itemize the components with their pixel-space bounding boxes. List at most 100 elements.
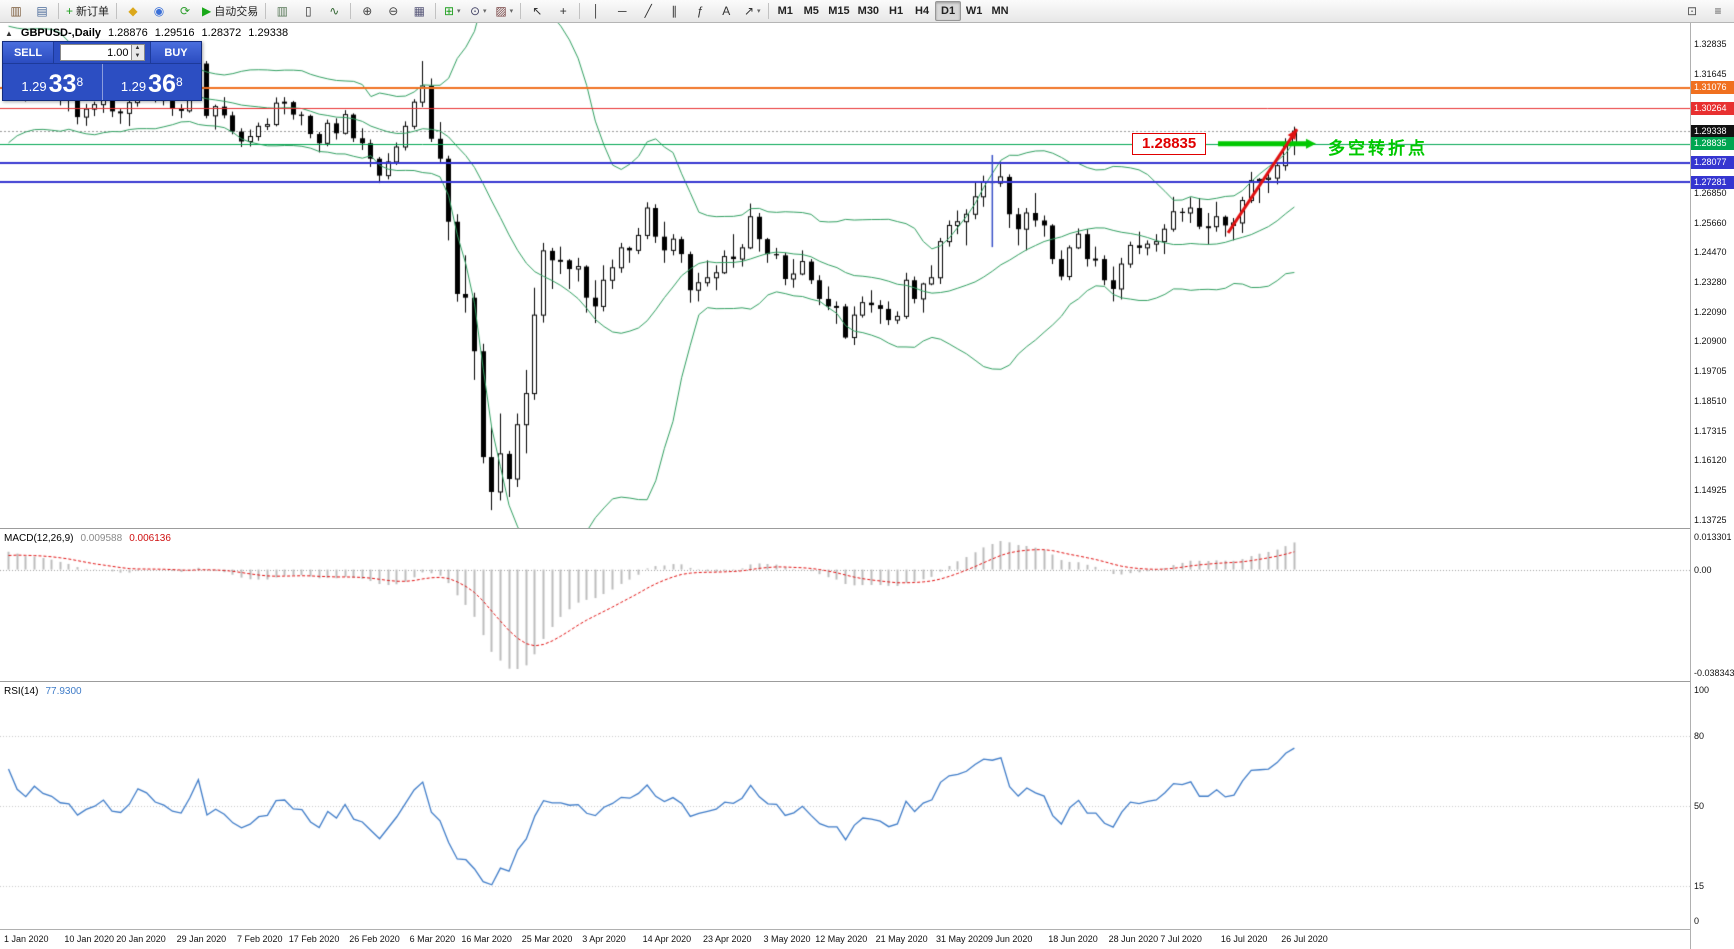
- cursor-tool-icon: ↖: [532, 4, 543, 18]
- date-tick-label: 23 Apr 2020: [703, 934, 752, 944]
- timeframe-m30[interactable]: M30: [854, 1, 883, 21]
- price-tick-label: 1.25660: [1694, 217, 1727, 228]
- horizontal-line-tool-icon[interactable]: ─: [609, 1, 635, 21]
- sell-price-button[interactable]: 1.29 33 8: [3, 64, 103, 100]
- data-window-icon[interactable]: ◉: [146, 1, 172, 21]
- sell-button[interactable]: SELL: [3, 42, 54, 63]
- trend-turning-point-note[interactable]: 多空转折点: [1328, 138, 1428, 158]
- panel-divider-rsi[interactable]: [0, 681, 1734, 682]
- date-tick-label: 20 Jan 2020: [116, 934, 166, 944]
- autotrading-button[interactable]: ▶ 自动交易: [198, 1, 262, 21]
- vertical-line-tool-icon: │: [592, 4, 601, 18]
- date-tick-label: 25 Mar 2020: [521, 934, 573, 944]
- timeframe-m15[interactable]: M15: [824, 1, 853, 21]
- periods-menu-icon[interactable]: ⊙ ▾: [465, 1, 491, 21]
- toolbar-separator: [116, 3, 118, 19]
- timeframe-w1-label: W1: [965, 5, 983, 17]
- candlestick-chart-type-icon: ▯: [304, 4, 312, 18]
- new-chart-icon[interactable]: ▥: [3, 1, 29, 21]
- volume-input[interactable]: [59, 44, 132, 61]
- toolbar-separator: [768, 3, 770, 19]
- autotrading-icon: ▶: [202, 4, 212, 18]
- buy-price-button[interactable]: 1.29 36 8: [103, 64, 202, 100]
- date-tick-label: 1 Jan 2020: [4, 934, 49, 944]
- quick-search-icon[interactable]: ⊡: [1679, 1, 1705, 21]
- price-scale-column[interactable]: 1.32835 1.31645 1.26850 1.25660 1.24470 1.232…: [1690, 22, 1734, 949]
- fibonacci-tool-icon: ƒ: [696, 4, 704, 18]
- new-chart-icon: ▥: [10, 4, 22, 18]
- macd-signal-value: 0.006136: [129, 533, 171, 544]
- buy-button[interactable]: BUY: [150, 42, 201, 63]
- timeframe-m5[interactable]: M5: [798, 1, 824, 21]
- timeframe-m15-label: M15: [828, 5, 850, 17]
- volume-spinner: ▲ ▼: [131, 44, 145, 61]
- price-tick-label: 1.23280: [1694, 277, 1727, 287]
- chart-ohlc-header: ▲ GBPUSD-,Daily 1.28876 1.29516 1.28372 …: [5, 27, 288, 39]
- timeframe-w1[interactable]: W1: [961, 1, 987, 21]
- date-tick-label: 16 Mar 2020: [461, 934, 512, 944]
- timeframe-d1[interactable]: D1: [935, 1, 962, 21]
- line-chart-type-icon[interactable]: ∿: [321, 1, 347, 21]
- sell-price-pips: 33: [48, 70, 77, 98]
- channel-tool-icon[interactable]: ∥: [661, 1, 687, 21]
- rsi-scale-label: 15: [1694, 881, 1705, 892]
- bar-chart-type-icon[interactable]: ▥: [269, 1, 295, 21]
- volume-decrease-button[interactable]: ▼: [134, 52, 141, 59]
- zoom-out-icon[interactable]: ⊖: [380, 1, 406, 21]
- toolbar-separator: [58, 3, 59, 19]
- tile-windows-icon[interactable]: ▦: [406, 1, 432, 21]
- timeframe-h4[interactable]: H4: [909, 1, 935, 21]
- chart-window: 1 Jan 2020 10 Jan 2020 20 Jan 2020 29 Jan 2…: [0, 22, 1734, 949]
- timeframe-m30-label: M30: [857, 5, 880, 17]
- crosshair-tool-icon: +: [559, 4, 567, 18]
- text-tool-icon[interactable]: A: [713, 1, 739, 21]
- timeframe-m1[interactable]: M1: [772, 1, 798, 21]
- fibonacci-tool-icon[interactable]: ƒ: [687, 1, 713, 21]
- macd-panel-canvas[interactable]: [0, 529, 1690, 681]
- new-order-button-label: 新订单: [76, 6, 110, 18]
- templates-menu-icon[interactable]: ▨ ▾: [491, 1, 517, 21]
- timeframe-mn[interactable]: MN: [987, 1, 1013, 21]
- vertical-line-tool-icon[interactable]: │: [583, 1, 609, 21]
- price-line-badge: 1.27281: [1691, 175, 1734, 189]
- chevron-down-icon: ▾: [457, 8, 461, 15]
- rsi-value: 77.9300: [45, 686, 82, 697]
- profiles-icon[interactable]: ▤: [29, 1, 55, 21]
- volume-increase-button[interactable]: ▲: [134, 45, 141, 51]
- crosshair-tool-icon[interactable]: +: [550, 1, 576, 21]
- zoom-in-icon[interactable]: ⊕: [354, 1, 380, 21]
- new-order-button[interactable]: + 新订单: [62, 1, 113, 21]
- timeframe-h1[interactable]: H1: [883, 1, 909, 21]
- panel-divider-macd[interactable]: [0, 528, 1734, 529]
- rsi-scale-label: 50: [1694, 800, 1705, 811]
- price-level-callout[interactable]: 1.28835: [1132, 132, 1207, 155]
- horizontal-line-tool-icon: ─: [617, 4, 627, 18]
- date-tick-label: 6 Mar 2020: [409, 934, 456, 944]
- macd-scale-zero: 0.00: [1694, 564, 1712, 575]
- indicators-menu-icon: ⊞: [443, 4, 455, 18]
- sell-price-figure: 1.29: [21, 79, 47, 94]
- price-tick-label: 1.19705: [1694, 366, 1727, 377]
- trendline-tool-icon[interactable]: ╱: [635, 1, 661, 21]
- line-chart-type-icon: ∿: [329, 4, 340, 18]
- arrows-tool-icon[interactable]: ↗ ▾: [739, 1, 765, 21]
- date-tick-label: 28 Jun 2020: [1108, 934, 1159, 944]
- indicators-menu-icon[interactable]: ⊞ ▾: [439, 1, 465, 21]
- rsi-panel-canvas[interactable]: [0, 682, 1690, 929]
- macd-scale-max: 0.013301: [1694, 532, 1732, 542]
- strategy-tester-icon[interactable]: ⟳: [172, 1, 198, 21]
- candlestick-chart-type-icon[interactable]: ▯: [295, 1, 321, 21]
- price-line-badge: 1.29338: [1691, 124, 1734, 138]
- one-click-trading-panel: SELL ▲ ▼ BUY 1.29 33 8 1.29: [2, 41, 202, 101]
- toolbar-separator: [435, 3, 437, 19]
- collapse-trade-panel-arrow[interactable]: ▲: [5, 28, 13, 38]
- price-chart-canvas[interactable]: [0, 22, 1690, 528]
- cursor-tool-icon[interactable]: ↖: [524, 1, 550, 21]
- date-tick-label: 12 May 2020: [815, 934, 868, 944]
- time-axis[interactable]: 1 Jan 2020 10 Jan 2020 20 Jan 2020 29 Jan 2…: [0, 929, 1690, 949]
- data-window-icon: ◉: [153, 4, 165, 18]
- market-watch-icon[interactable]: ◆: [120, 1, 146, 21]
- layers-icon[interactable]: ≡: [1705, 1, 1731, 21]
- macd-title: MACD(12,26,9): [4, 533, 74, 544]
- main-toolbar: ▥ ▤ + 新订单 ◆ ◉ ⟳ ▶ 自动交易 ▥ ▯ ∿ ⊕ ⊖ ▦ ⊞ ▾ ⊙ ▾ ▨ ▾ ↖ + │ ─ ╱ ∥ ƒ A ↗ ▾ M1 M5…: [0, 0, 1734, 23]
